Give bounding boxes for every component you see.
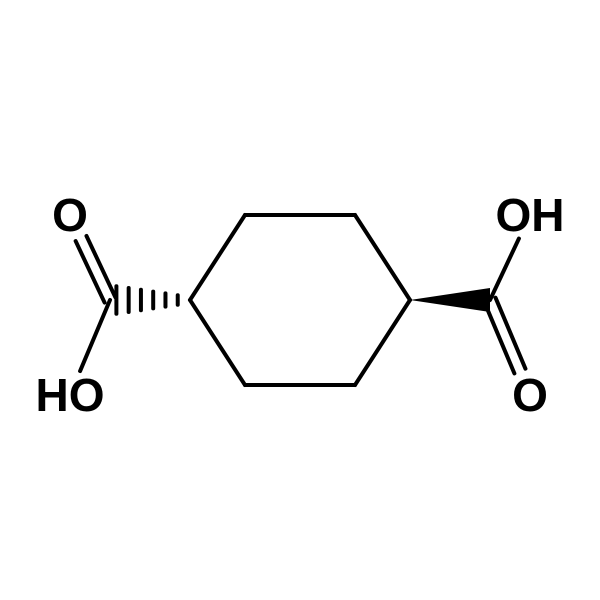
bond-left-OH — [80, 300, 110, 371]
bond-ring-5 — [190, 300, 245, 385]
bond-left-dbl-O-a — [86, 236, 115, 297]
bond-ring-2 — [355, 215, 410, 300]
atom-label-ohBotLeft: HO — [36, 369, 105, 421]
molecule-diagram: OHOOHO — [0, 0, 600, 600]
atom-label-oTopLeft: O — [52, 189, 88, 241]
atom-label-oBotRight: O — [512, 369, 548, 421]
atom-label-ohTopRight: OH — [496, 189, 565, 241]
bond-right-dbl-O-a — [484, 302, 514, 373]
bond-right-OH — [490, 239, 519, 300]
bond-right-stereo — [410, 288, 490, 312]
bond-left-dbl-O-b — [76, 241, 105, 302]
bond-ring-6 — [190, 215, 245, 300]
bond-ring-3 — [355, 300, 410, 385]
bond-right-dbl-O-b — [496, 298, 526, 369]
